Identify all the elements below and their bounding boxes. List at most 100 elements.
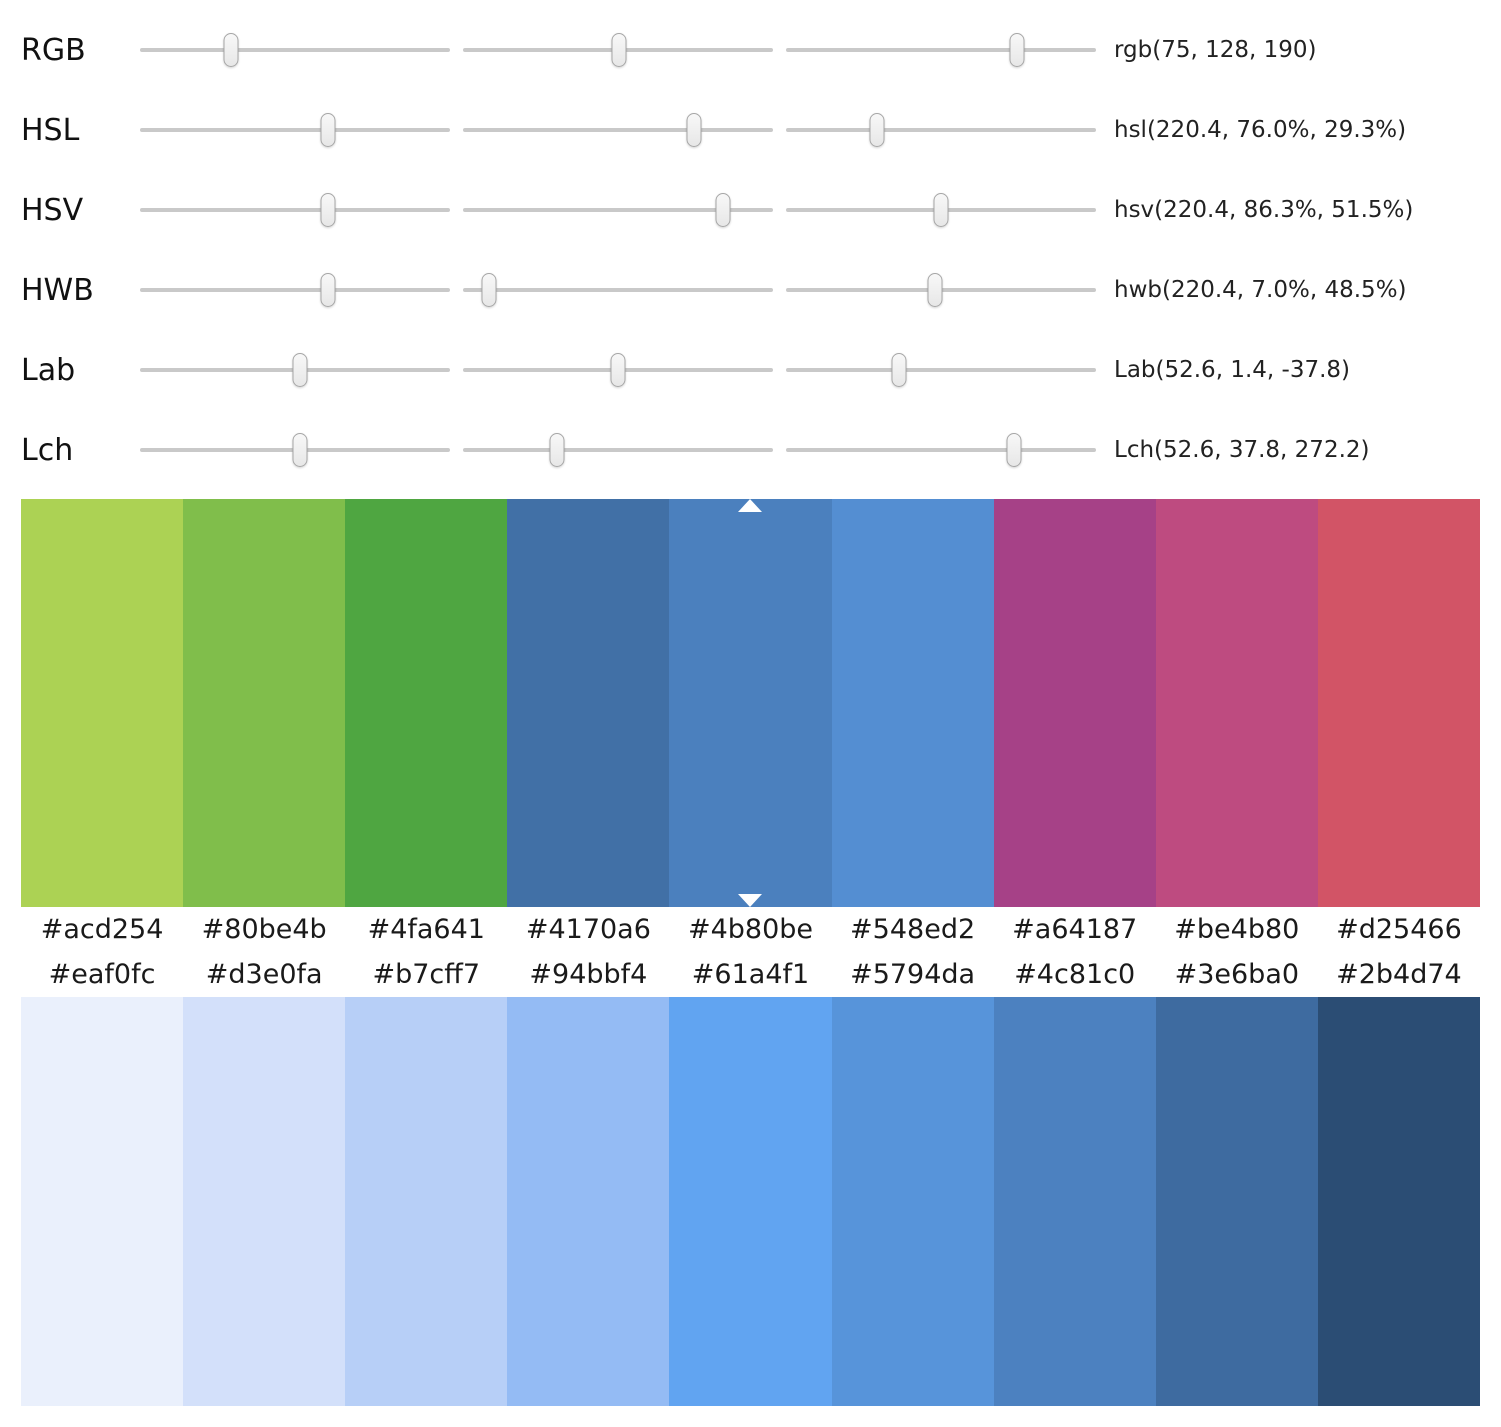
- lab-value-readout: Lab(52.6, 1.4, -37.8): [1114, 357, 1350, 383]
- palette-swatch[interactable]: [507, 499, 670, 907]
- hex-label: #3e6ba0: [1174, 959, 1300, 990]
- lab-channel-2-track[interactable]: [463, 350, 773, 390]
- hex-label: #d25466: [1336, 914, 1462, 945]
- selected-marker-down-icon: [738, 894, 763, 907]
- colorspace-label-lab: Lab: [21, 352, 76, 388]
- palette-swatch[interactable]: [831, 499, 994, 907]
- slider-thumb[interactable]: [891, 353, 907, 387]
- colorspace-label-hsl: HSL: [21, 112, 80, 148]
- scale-swatch[interactable]: [669, 997, 832, 1406]
- slider-thumb[interactable]: [610, 353, 626, 387]
- hsl-channel-2-track[interactable]: [463, 110, 773, 150]
- scale-hex-row: #eaf0fc #d3e0fa #b7cff7 #94bbf4 #61a4f1 …: [21, 952, 1480, 997]
- palette-swatch[interactable]: [345, 499, 508, 907]
- palette-swatch[interactable]: [183, 499, 346, 907]
- rgb-value-readout: rgb(75, 128, 190): [1114, 37, 1317, 63]
- hsl-value-readout: hsl(220.4, 76.0%, 29.3%): [1114, 117, 1407, 143]
- slider-row-hwb: HWB hwb(220.4, 7.0%, 48.5%): [0, 250, 1501, 330]
- slider-tracks: [140, 430, 1096, 470]
- slider-row-lab: Lab Lab(52.6, 1.4, -37.8): [0, 330, 1501, 410]
- rgb-channel-1-track[interactable]: [140, 30, 450, 70]
- lch-channel-2-track[interactable]: [463, 430, 773, 470]
- slider-thumb[interactable]: [715, 193, 731, 227]
- colorspace-label-hsv: HSV: [21, 192, 84, 228]
- scale-swatch[interactable]: [183, 997, 346, 1406]
- palette-swatch[interactable]: [993, 499, 1156, 907]
- slider-thumb[interactable]: [1009, 33, 1025, 67]
- lch-channel-1-track[interactable]: [140, 430, 450, 470]
- hex-label: #94bbf4: [529, 959, 648, 990]
- slider-tracks: [140, 270, 1096, 310]
- palette-hex-row: #acd254 #80be4b #4fa641 #4170a6 #4b80be …: [21, 907, 1480, 952]
- hwb-channel-1-track[interactable]: [140, 270, 450, 310]
- palette-swatch[interactable]: [1155, 499, 1318, 907]
- scale-swatch[interactable]: [993, 997, 1156, 1406]
- hex-label: #5794da: [850, 959, 976, 990]
- hex-label: #4170a6: [525, 914, 651, 945]
- lab-channel-3-track[interactable]: [786, 350, 1096, 390]
- slider-thumb[interactable]: [320, 193, 336, 227]
- hsv-channel-2-track[interactable]: [463, 190, 773, 230]
- hex-label: #4b80be: [687, 914, 814, 945]
- hue-palette: [21, 499, 1480, 907]
- scale-swatch[interactable]: [345, 997, 508, 1406]
- hex-label: #2b4d74: [1336, 959, 1462, 990]
- rgb-channel-2-track[interactable]: [463, 30, 773, 70]
- hwb-channel-2-track[interactable]: [463, 270, 773, 310]
- hex-label: #eaf0fc: [48, 959, 156, 990]
- hex-label: #a64187: [1012, 914, 1138, 945]
- slider-thumb[interactable]: [223, 33, 239, 67]
- rgb-channel-3-track[interactable]: [786, 30, 1096, 70]
- hex-label: #4c81c0: [1014, 959, 1136, 990]
- scale-swatch[interactable]: [1317, 997, 1480, 1406]
- scale-swatch[interactable]: [831, 997, 994, 1406]
- colorspace-label-lch: Lch: [21, 432, 74, 468]
- scale-swatch[interactable]: [1155, 997, 1318, 1406]
- hex-label: #d3e0fa: [205, 959, 323, 990]
- selected-marker-up-icon: [738, 499, 763, 512]
- hwb-channel-3-track[interactable]: [786, 270, 1096, 310]
- slider-row-hsl: HSL hsl(220.4, 76.0%, 29.3%): [0, 90, 1501, 170]
- scale-swatch[interactable]: [21, 997, 184, 1406]
- hsv-channel-3-track[interactable]: [786, 190, 1096, 230]
- lightness-scale-palette: [21, 997, 1480, 1406]
- slider-tracks: [140, 350, 1096, 390]
- colorspace-label-rgb: RGB: [21, 32, 86, 68]
- lch-channel-3-track[interactable]: [786, 430, 1096, 470]
- slider-thumb[interactable]: [320, 113, 336, 147]
- palette-swatch[interactable]: [669, 499, 832, 907]
- palette-swatch[interactable]: [21, 499, 184, 907]
- lch-value-readout: Lch(52.6, 37.8, 272.2): [1114, 437, 1370, 463]
- slider-thumb[interactable]: [611, 33, 627, 67]
- slider-row-rgb: RGB rgb(75, 128, 190): [0, 10, 1501, 90]
- slider-thumb[interactable]: [481, 273, 497, 307]
- hex-label: #80be4b: [201, 914, 327, 945]
- slider-thumb[interactable]: [927, 273, 943, 307]
- slider-thumb[interactable]: [320, 273, 336, 307]
- hsv-channel-1-track[interactable]: [140, 190, 450, 230]
- slider-thumb[interactable]: [1006, 433, 1022, 467]
- slider-thumb[interactable]: [933, 193, 949, 227]
- hex-label: #4fa641: [367, 914, 485, 945]
- hex-label: #548ed2: [850, 914, 976, 945]
- color-slider-panel: RGB rgb(75, 128, 190) HSL hsl(220.4, 76.…: [0, 0, 1501, 490]
- slider-tracks: [140, 30, 1096, 70]
- slider-tracks: [140, 190, 1096, 230]
- hsv-value-readout: hsv(220.4, 86.3%, 51.5%): [1114, 197, 1414, 223]
- scale-swatch[interactable]: [507, 997, 670, 1406]
- hsl-channel-1-track[interactable]: [140, 110, 450, 150]
- palette-swatch[interactable]: [1317, 499, 1480, 907]
- slider-thumb[interactable]: [549, 433, 565, 467]
- hsl-channel-3-track[interactable]: [786, 110, 1096, 150]
- hex-label: #be4b80: [1174, 914, 1300, 945]
- slider-thumb[interactable]: [869, 113, 885, 147]
- slider-tracks: [140, 110, 1096, 150]
- slider-thumb[interactable]: [292, 353, 308, 387]
- slider-thumb[interactable]: [686, 113, 702, 147]
- hex-label: #b7cff7: [372, 959, 481, 990]
- hex-label: #acd254: [40, 914, 164, 945]
- slider-thumb[interactable]: [292, 433, 308, 467]
- hwb-value-readout: hwb(220.4, 7.0%, 48.5%): [1114, 277, 1407, 303]
- lab-channel-1-track[interactable]: [140, 350, 450, 390]
- hex-label: #61a4f1: [691, 959, 810, 990]
